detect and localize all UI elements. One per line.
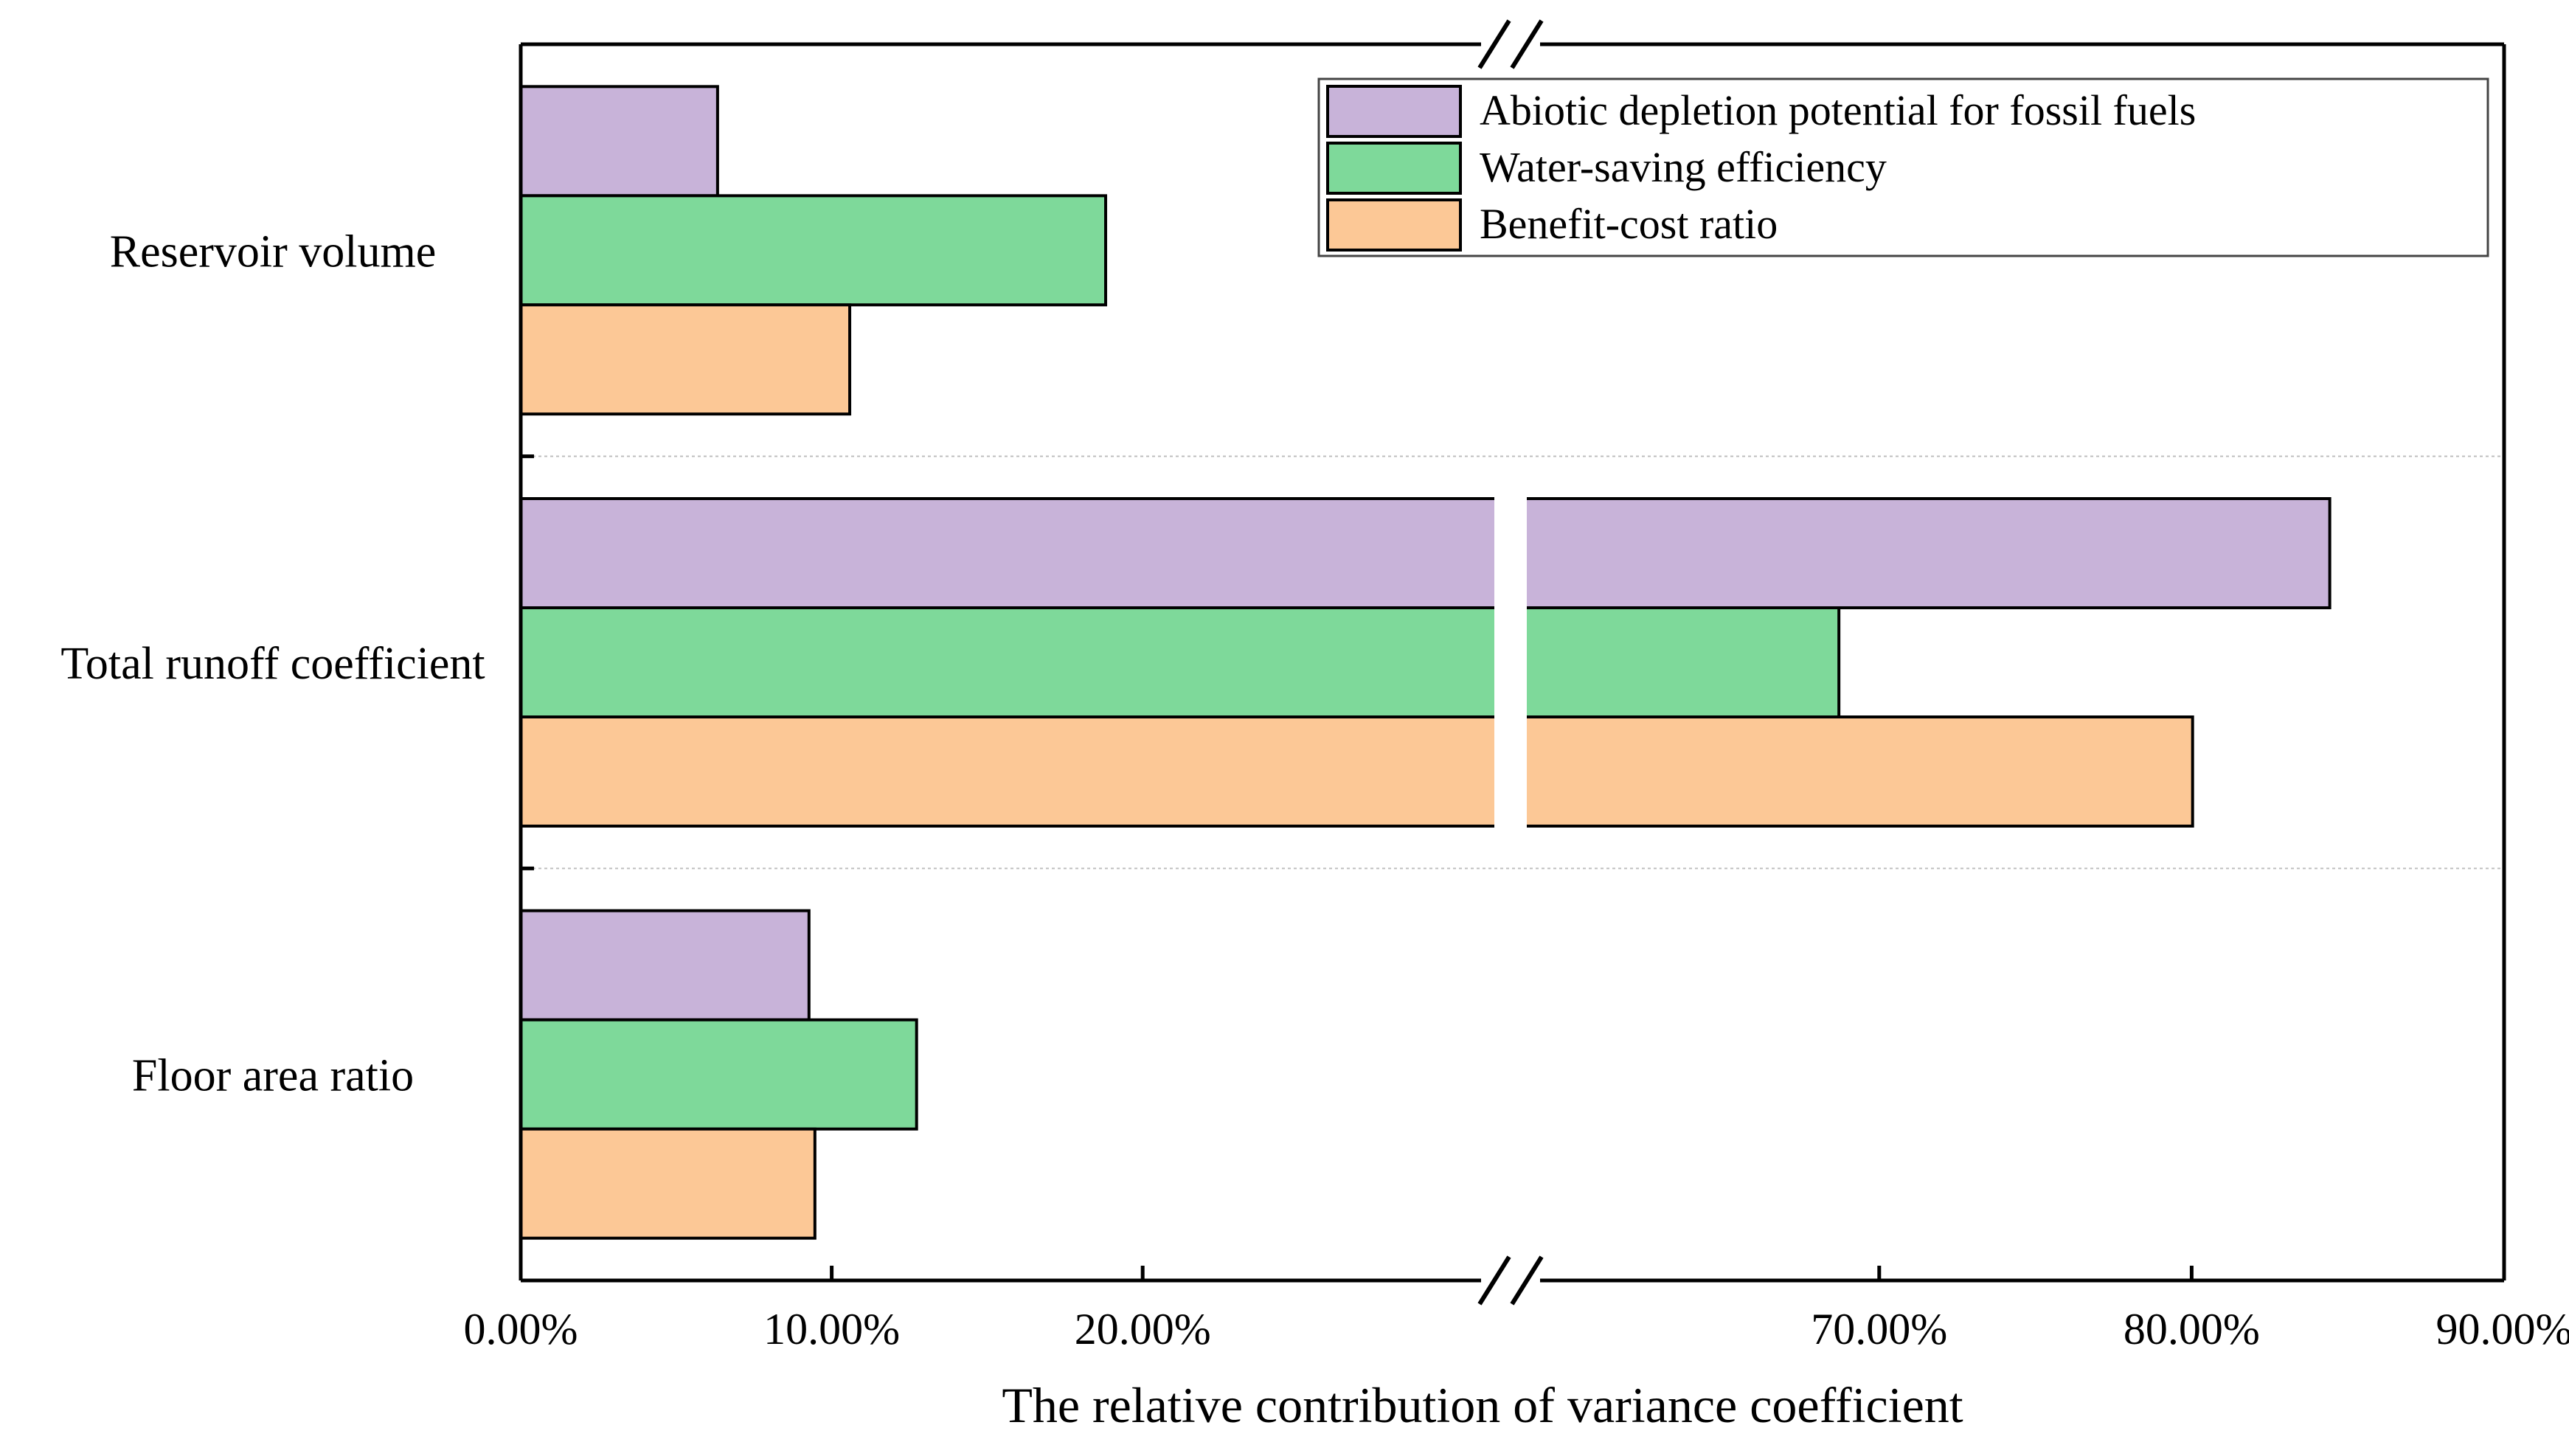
legend-label: Abiotic depletion potential for fossil f… bbox=[1480, 86, 2196, 134]
bars bbox=[519, 85, 2331, 1240]
category-separators bbox=[521, 454, 2504, 870]
bar-break-gap bbox=[1494, 715, 1527, 828]
legend-box bbox=[1317, 77, 2489, 257]
axis-break-mark bbox=[1477, 1255, 1511, 1306]
legend: Abiotic depletion potential for fossil f… bbox=[1317, 77, 2489, 257]
legend-swatch bbox=[1326, 142, 1462, 195]
y-category-label: Floor area ratio bbox=[132, 1051, 414, 1101]
x-tick-label: 0.00% bbox=[464, 1305, 578, 1353]
plot-frame bbox=[519, 42, 2506, 1283]
bar bbox=[519, 1018, 918, 1131]
legend-label: Benefit-cost ratio bbox=[1480, 200, 1778, 248]
y-axis-categories: Reservoir volume Total runoff coefficient… bbox=[60, 226, 485, 1100]
axis-break-mark bbox=[1510, 1255, 1544, 1306]
x-tick-label: 70.00% bbox=[1811, 1305, 1947, 1353]
x-tick-label: 10.00% bbox=[763, 1305, 900, 1353]
bar bbox=[519, 497, 2331, 609]
bar bbox=[519, 715, 2194, 828]
bar bbox=[519, 303, 852, 416]
axis-break-mark bbox=[1510, 19, 1544, 69]
x-axis-title: The relative contribution of variance co… bbox=[1002, 1377, 1963, 1433]
y-category-label: Total runoff coefficient bbox=[60, 639, 485, 689]
legend-label: Water-saving efficiency bbox=[1480, 143, 1887, 191]
bar-break-gap bbox=[1494, 496, 1527, 610]
bar bbox=[519, 1127, 817, 1240]
bar-break-gap bbox=[1494, 606, 1527, 719]
bar bbox=[519, 606, 1841, 718]
y-category-label: Reservoir volume bbox=[110, 226, 437, 277]
bar bbox=[519, 85, 719, 198]
bar bbox=[519, 194, 1108, 307]
axis-break-marks bbox=[1477, 19, 1544, 1306]
legend-swatch bbox=[1326, 85, 1462, 138]
x-tick-label: 80.00% bbox=[2124, 1305, 2260, 1353]
x-tick-label: 20.00% bbox=[1075, 1305, 1211, 1353]
legend-swatch bbox=[1326, 198, 1462, 252]
x-axis-ticks: 0.00% 10.00% 20.00% 70.00% 80.00% 90.00% bbox=[464, 1266, 2569, 1353]
axis-break-mark bbox=[1477, 19, 1511, 69]
bar bbox=[519, 909, 811, 1022]
x-tick-label: 90.00% bbox=[2436, 1305, 2569, 1353]
